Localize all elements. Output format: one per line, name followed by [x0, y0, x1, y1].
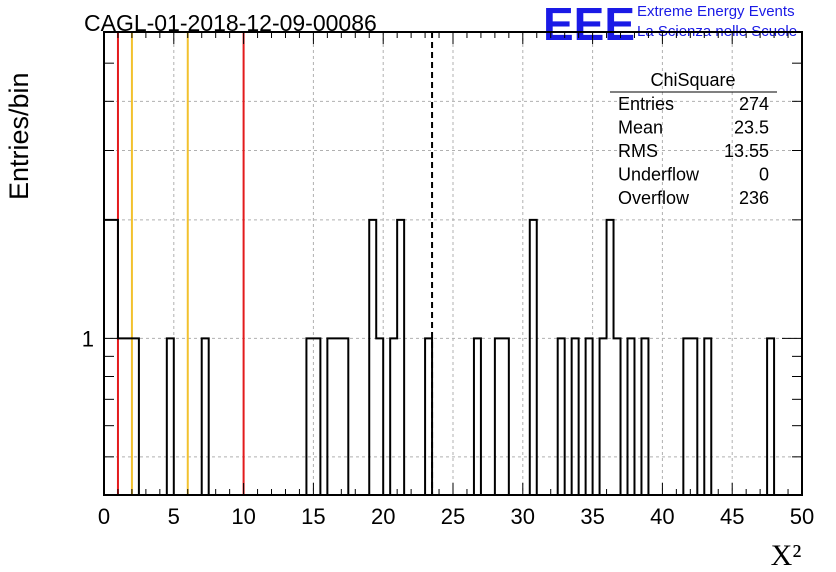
stats-row-label: Entries	[618, 94, 674, 114]
stats-box: ChiSquare Entries 274 Mean 23.5 RMS 13.55 Under…	[610, 70, 777, 208]
axis-ticks	[103, 32, 803, 495]
x-tick-label: 15	[301, 504, 325, 529]
stats-row-value: 23.5	[734, 118, 769, 138]
stats-row-value: 274	[739, 94, 769, 114]
x-tick-label: 50	[790, 504, 814, 529]
x-axis-label: X²	[771, 539, 802, 572]
x-tick-label: 45	[720, 504, 744, 529]
stats-row-label: Overflow	[618, 188, 690, 208]
x-tick-label: 30	[511, 504, 535, 529]
x-tick-label: 20	[371, 504, 395, 529]
x-tick-label: 10	[231, 504, 255, 529]
stats-row-value: 236	[739, 188, 769, 208]
y-tick-labels: 1	[82, 326, 94, 351]
x-tick-label: 0	[98, 504, 110, 529]
stats-row-label: RMS	[618, 141, 658, 161]
stats-row-value: 13.55	[724, 141, 769, 161]
stats-row-label: Mean	[618, 118, 663, 138]
x-tick-label: 25	[441, 504, 465, 529]
stats-row-label: Underflow	[618, 165, 700, 185]
x-tick-label: 35	[580, 504, 604, 529]
x-tick-labels: 0 5 10 15 20 25 30 35 40 45 50	[98, 504, 814, 529]
x-tick-label: 40	[650, 504, 674, 529]
logo-line-1: Extreme Energy Events	[637, 3, 795, 20]
eee-logo-icon: EEE	[543, 2, 635, 44]
x-tick-label: 5	[168, 504, 180, 529]
svg-text:EEE: EEE	[543, 2, 635, 44]
y-tick-label: 1	[82, 326, 94, 351]
stats-name: ChiSquare	[650, 70, 735, 90]
stats-row-value: 0	[759, 165, 769, 185]
